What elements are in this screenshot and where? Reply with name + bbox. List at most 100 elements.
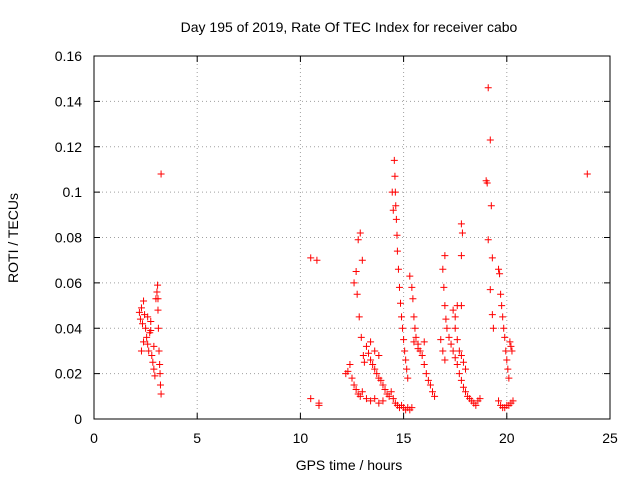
data-point (375, 399, 383, 407)
data-point (137, 347, 145, 355)
data-point (142, 324, 150, 332)
data-point (442, 315, 450, 323)
data-point (373, 370, 381, 378)
data-point (428, 388, 436, 396)
data-point (503, 356, 511, 364)
data-point (498, 302, 506, 310)
data-point (406, 272, 414, 280)
y-tick-label: 0.06 (55, 275, 82, 291)
data-point (392, 202, 400, 210)
data-point (348, 374, 356, 382)
data-point (483, 179, 491, 187)
data-point (352, 386, 360, 394)
data-point (443, 324, 451, 332)
data-point (451, 354, 459, 362)
data-point (459, 358, 467, 366)
data-point (143, 333, 151, 341)
data-point (414, 345, 422, 353)
data-point (486, 136, 494, 144)
data-point (420, 361, 428, 369)
data-point (472, 401, 480, 409)
data-point (350, 381, 358, 389)
data-point (371, 365, 379, 373)
data-point (388, 188, 396, 196)
y-axis-label: ROTI / TECUs (5, 193, 21, 283)
data-point (459, 383, 467, 391)
data-point (495, 397, 503, 405)
data-point (504, 365, 512, 373)
data-point (496, 270, 504, 278)
x-tick-label: 10 (293, 430, 309, 446)
data-point (379, 397, 387, 405)
data-point (367, 356, 375, 364)
data-point (418, 351, 426, 359)
data-point (487, 202, 495, 210)
data-point (144, 313, 152, 321)
data-point (354, 236, 362, 244)
data-point (392, 215, 400, 223)
y-tick-label: 0.04 (55, 320, 82, 336)
data-point (150, 365, 158, 373)
data-point (451, 313, 459, 321)
data-point (356, 392, 364, 400)
data-point (426, 381, 434, 389)
data-point (411, 324, 419, 332)
data-point (402, 356, 410, 364)
data-point (453, 361, 461, 369)
data-point (147, 327, 155, 335)
data-point (424, 376, 432, 384)
data-point (389, 206, 397, 214)
data-point (157, 390, 165, 398)
data-point (389, 395, 397, 403)
data-point (445, 333, 453, 341)
data-point (476, 395, 484, 403)
data-point (412, 333, 420, 341)
data-point (441, 302, 449, 310)
data-point (462, 365, 470, 373)
data-point (393, 247, 401, 255)
y-tick-label: 0.1 (63, 184, 83, 200)
data-point (486, 286, 494, 294)
x-tick-label: 5 (193, 430, 201, 446)
data-point (437, 336, 445, 344)
data-point (147, 317, 155, 325)
data-point (144, 340, 152, 348)
data-point (440, 283, 448, 291)
y-tick-label: 0 (74, 411, 82, 427)
data-point (375, 351, 383, 359)
data-point (408, 283, 416, 291)
x-axis-label: GPS time / hours (296, 457, 403, 473)
data-point (350, 279, 358, 287)
data-point (495, 265, 503, 273)
data-point (315, 399, 323, 407)
data-point (484, 84, 492, 92)
data-point (410, 338, 418, 346)
data-point (359, 351, 367, 359)
data-point (379, 381, 387, 389)
data-point (397, 299, 405, 307)
data-point (488, 311, 496, 319)
data-point (409, 295, 417, 303)
data-point (449, 347, 457, 355)
data-point (391, 172, 399, 180)
data-point (156, 381, 164, 389)
data-point (149, 358, 157, 366)
data-point (403, 365, 411, 373)
data-point (439, 265, 447, 273)
data-point (488, 254, 496, 262)
data-point (499, 313, 507, 321)
data-point (462, 388, 470, 396)
data-point (377, 376, 385, 384)
data-point (431, 392, 439, 400)
data-point (362, 395, 370, 403)
data-point (453, 336, 461, 344)
data-point (507, 342, 515, 350)
data-point (155, 347, 163, 355)
data-point (153, 288, 161, 296)
data-point (156, 361, 164, 369)
data-point (307, 395, 315, 403)
y-tick-label: 0.16 (55, 48, 82, 64)
data-point (457, 220, 465, 228)
y-tick-label: 0.08 (55, 230, 82, 246)
